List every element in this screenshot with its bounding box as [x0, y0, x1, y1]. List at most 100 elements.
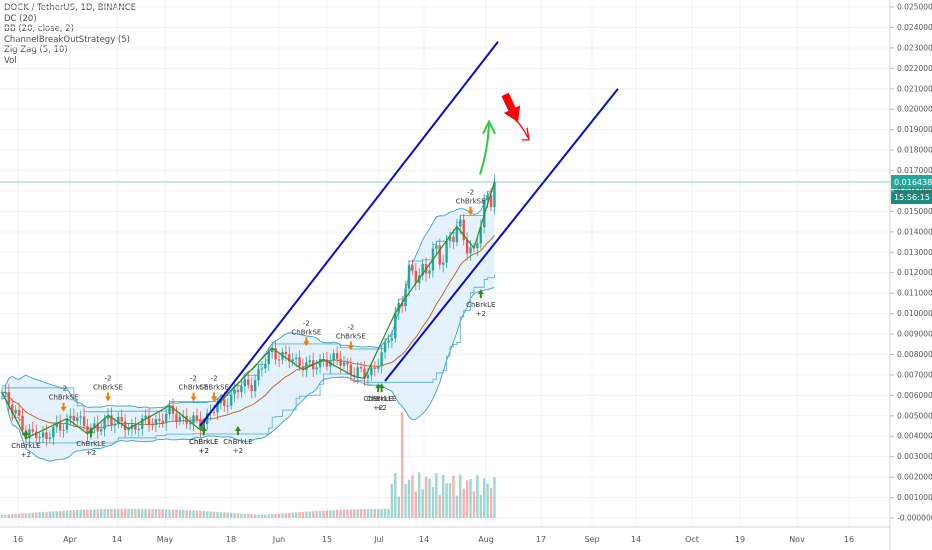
- volume-bar: [182, 509, 185, 518]
- volume-bar: [274, 513, 277, 518]
- volume-bar: [387, 508, 390, 518]
- volume-bar: [356, 509, 359, 518]
- y-tick-label: 0.007000: [897, 370, 932, 379]
- candle-body: [305, 362, 308, 370]
- signal-qty: -2: [105, 374, 112, 382]
- candle-body: [489, 195, 493, 208]
- candle-body: [421, 263, 424, 276]
- volume-bar: [96, 509, 99, 518]
- volume-bar: [353, 509, 356, 518]
- x-tick-label: 15: [322, 535, 332, 544]
- signal-label: ChBrkSE: [49, 394, 79, 402]
- volume-bar: [459, 474, 462, 518]
- volume-bar: [472, 491, 476, 518]
- time-axis: 16 Apr 14 May 18 Jun 15 Jul 14 Aug 17 Sep 14 Oct 19 Nov…: [0, 526, 890, 544]
- volume-bar: [291, 512, 294, 518]
- candle-body: [192, 415, 195, 424]
- volume-bar: [93, 509, 96, 518]
- volume-bar: [103, 509, 106, 518]
- signal-qty: -2: [60, 385, 67, 393]
- signal-qty: -2: [303, 319, 310, 327]
- candle-body: [120, 417, 123, 422]
- volume-bar: [411, 475, 414, 518]
- volume-bar: [380, 508, 383, 518]
- candle-body: [38, 437, 41, 439]
- volume-bar: [178, 509, 182, 518]
- candle-body: [414, 270, 418, 284]
- volume-bar: [28, 512, 31, 518]
- candle-body: [459, 219, 462, 227]
- signal-qty: +2: [21, 451, 31, 459]
- volume-bar: [455, 495, 459, 518]
- candle-body: [455, 226, 459, 242]
- volume-bar: [489, 487, 493, 518]
- indicator-volume[interactable]: Vol: [4, 55, 17, 66]
- volume-bar: [329, 510, 332, 518]
- y-tick-label: 0.024000: [897, 23, 932, 32]
- volume-bar: [185, 510, 188, 518]
- x-tick-label: Apr: [63, 535, 78, 544]
- volume-bar: [55, 511, 58, 518]
- candle-body: [366, 375, 370, 379]
- y-tick-label: 0.010000: [897, 309, 932, 318]
- price-axis: 0.025000 0.024000 0.023000 0.022000 0.021000…: [889, 0, 932, 550]
- candle-body: [93, 423, 96, 428]
- candle-body: [226, 405, 229, 407]
- signal-label: ChBrkSE: [336, 332, 366, 340]
- volume-bar: [161, 509, 164, 518]
- volume-bar: [48, 511, 52, 518]
- x-tick-label: Aug: [478, 535, 494, 544]
- volume-bar: [462, 488, 465, 518]
- volume-bar: [41, 511, 45, 518]
- red-down-arrow: [501, 92, 521, 123]
- volume-bar: [247, 514, 250, 518]
- volume-bar: [168, 509, 171, 518]
- volume-bar: [195, 510, 199, 518]
- candle-body: [134, 424, 137, 430]
- candle-body: [229, 394, 233, 406]
- candle-body: [390, 338, 394, 341]
- candle-body: [438, 245, 441, 265]
- volume-bar: [141, 508, 144, 518]
- volume-bar: [332, 510, 335, 518]
- volume-bar: [89, 509, 93, 518]
- signal-arrow-up: [375, 383, 382, 393]
- volume-bar: [312, 511, 315, 518]
- volume-bar: [424, 476, 428, 518]
- volume-bar: [288, 512, 291, 518]
- candle-body: [264, 364, 267, 369]
- candle-body: [294, 357, 298, 360]
- volume-bar: [123, 508, 127, 518]
- volume-bar: [476, 475, 479, 518]
- signal-qty: +2: [86, 449, 96, 457]
- volume-bar: [151, 509, 154, 518]
- candle-body: [103, 418, 106, 430]
- indicator-bb[interactable]: BB (20, close, 2): [4, 24, 74, 34]
- candle-body: [141, 418, 144, 429]
- candle-body: [99, 429, 103, 432]
- candle-body: [284, 351, 288, 355]
- candle-body: [274, 348, 277, 360]
- candle-body: [137, 428, 140, 430]
- signal-label: ChBrkLE: [76, 440, 105, 448]
- y-tick-label: 0.022000: [897, 64, 932, 73]
- candle-body: [377, 366, 380, 369]
- volume-bar: [175, 509, 178, 518]
- candle-body: [353, 374, 356, 377]
- candle-body: [216, 403, 219, 413]
- volume-bar: [206, 511, 209, 518]
- volume-bar: [11, 514, 14, 518]
- indicator-zigzag[interactable]: Zig Zag (5, 10): [4, 45, 68, 55]
- indicator-channel-breakout[interactable]: ChannelBreakOutStrategy (5): [4, 34, 130, 45]
- y-tick-label: 0.025000: [897, 3, 932, 12]
- candle-body: [332, 353, 335, 361]
- candle-body: [158, 418, 161, 421]
- x-tick-label: 18: [226, 535, 236, 544]
- signal-label: ChBrkLE: [189, 438, 218, 446]
- candle-body: [394, 312, 397, 339]
- indicator-dc[interactable]: DC (20): [4, 13, 37, 24]
- candle-body: [69, 415, 72, 419]
- volume-bar: [38, 512, 41, 518]
- volume-bar: [106, 509, 110, 518]
